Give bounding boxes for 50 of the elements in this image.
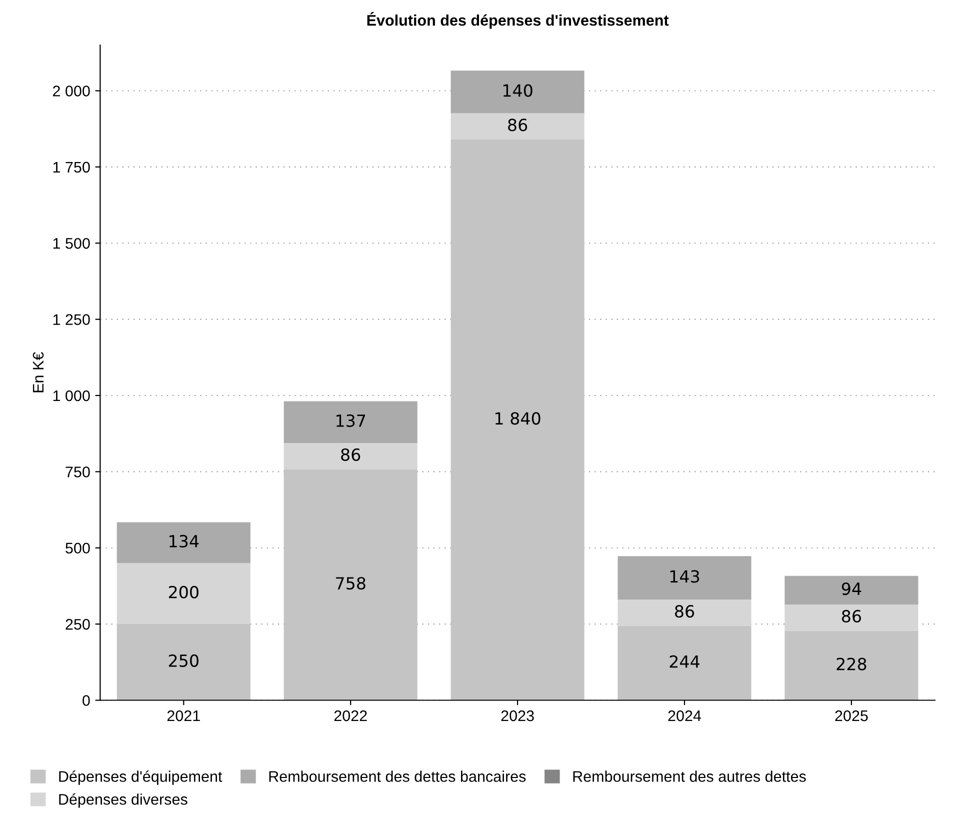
data-label: 86 bbox=[508, 118, 528, 132]
data-label: 86 bbox=[341, 448, 360, 461]
bar bbox=[784, 630, 918, 700]
data-label: 228 bbox=[836, 658, 866, 670]
bar bbox=[784, 604, 918, 631]
bar bbox=[618, 600, 752, 626]
x-tick-label: 2023 bbox=[501, 710, 534, 722]
bar bbox=[116, 522, 250, 564]
data-label: 137 bbox=[336, 414, 366, 427]
bar bbox=[618, 626, 752, 700]
data-label: 86 bbox=[675, 605, 694, 618]
bar bbox=[450, 70, 584, 114]
y-tick-label: 1 500 bbox=[53, 238, 90, 249]
x-tick-label: 2021 bbox=[167, 710, 200, 722]
data-label: 758 bbox=[336, 576, 366, 590]
y-tick-label: 250 bbox=[66, 618, 90, 630]
legend-label: Remboursement des autres dettes bbox=[573, 770, 806, 782]
x-tick-label: 2022 bbox=[334, 710, 367, 722]
data-label: 94 bbox=[842, 582, 862, 596]
data-label: 244 bbox=[670, 655, 700, 668]
bar bbox=[116, 563, 250, 624]
bar bbox=[618, 556, 752, 600]
y-tick-label: 0 bbox=[82, 695, 90, 706]
data-label: 134 bbox=[170, 534, 199, 548]
bar bbox=[116, 624, 250, 700]
data-label: 140 bbox=[503, 84, 532, 97]
y-axis-title: En K€ bbox=[32, 352, 44, 392]
data-label: 143 bbox=[670, 570, 700, 583]
chart-title: Évolution des dépenses d'investissement bbox=[367, 12, 669, 29]
bar bbox=[784, 576, 918, 605]
bar bbox=[284, 443, 418, 470]
data-label: 200 bbox=[168, 586, 198, 598]
bar bbox=[450, 140, 584, 700]
data-label: 1 840 bbox=[496, 412, 540, 425]
bar bbox=[284, 469, 418, 700]
y-tick-label: 2 000 bbox=[52, 86, 90, 96]
data-label: 250 bbox=[168, 654, 198, 667]
y-tick-label: 750 bbox=[66, 466, 90, 478]
y-tick-label: 1 750 bbox=[53, 162, 90, 173]
data-label: 86 bbox=[842, 610, 861, 622]
y-tick-label: 500 bbox=[66, 542, 90, 554]
bar bbox=[284, 401, 418, 444]
legend-label: Remboursement des dettes bancaires bbox=[269, 770, 526, 782]
y-tick-label: 1 000 bbox=[53, 390, 90, 402]
legend-label: Dépenses diverses bbox=[59, 793, 188, 808]
x-tick-label: 2024 bbox=[668, 710, 702, 722]
y-tick-label: 1 250 bbox=[53, 314, 90, 325]
bar bbox=[450, 113, 584, 140]
legend-label: Dépenses d'équipement bbox=[59, 770, 222, 785]
x-tick-label: 2025 bbox=[835, 710, 868, 722]
